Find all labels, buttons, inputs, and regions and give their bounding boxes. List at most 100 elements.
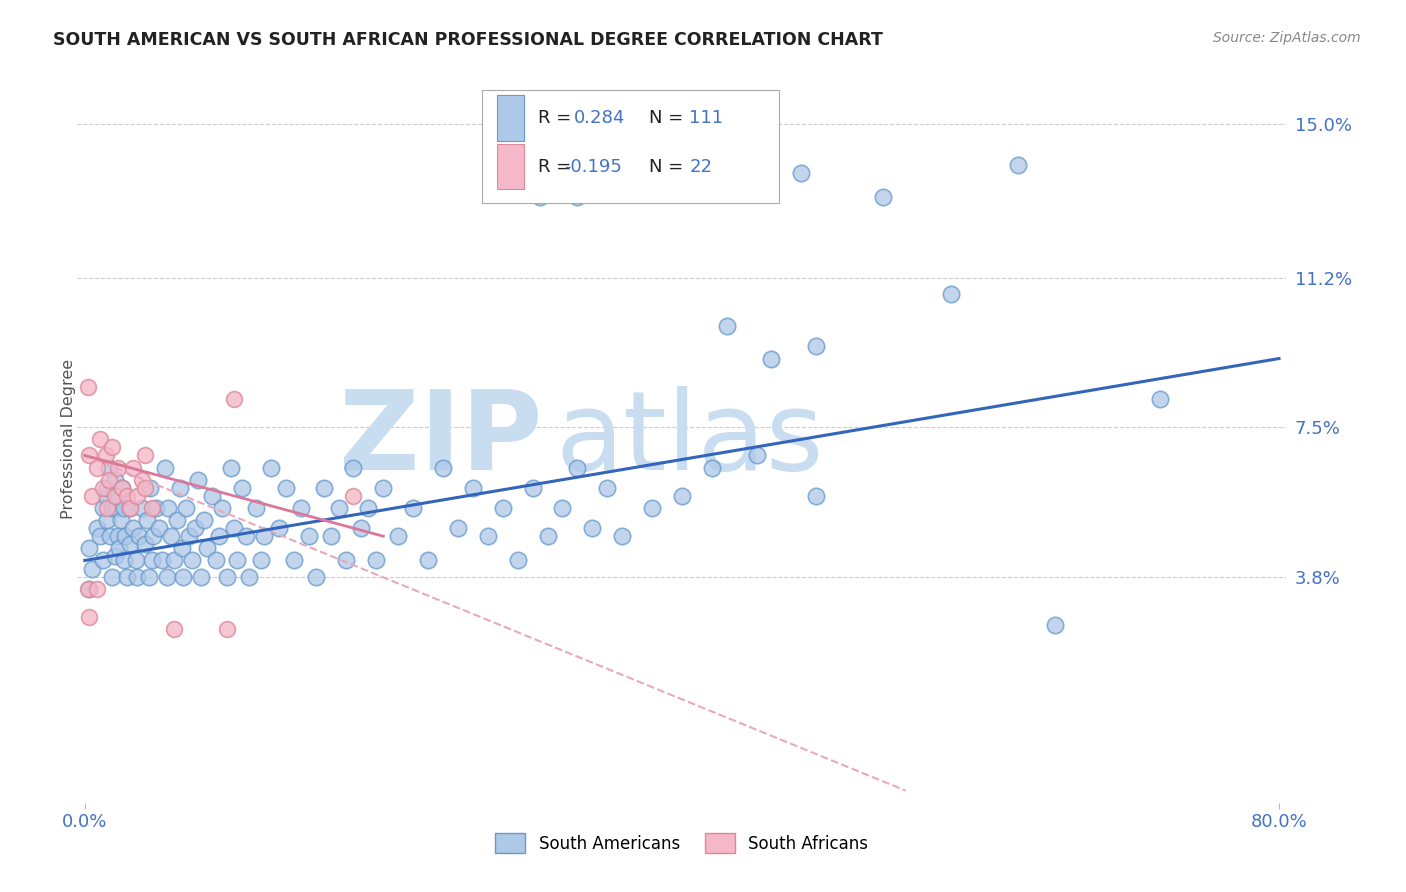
FancyBboxPatch shape [496, 95, 523, 141]
Point [342, 489, 364, 503]
Point [190, 569, 212, 583]
Point [208, 529, 231, 543]
Point [551, 500, 574, 515]
Point [235, 529, 257, 543]
Point [283, 553, 305, 567]
Point [98, 529, 121, 543]
Point [745, 449, 768, 463]
Point [1149, 392, 1171, 406]
Point [529, 190, 551, 204]
Point [267, 521, 290, 535]
Point [104, 549, 127, 564]
Point [447, 521, 470, 535]
Point [76, 582, 98, 596]
Point [328, 500, 350, 515]
Point [131, 473, 153, 487]
Text: N =: N = [650, 158, 689, 176]
Point [108, 541, 131, 556]
Point [872, 190, 894, 204]
Point [806, 339, 828, 353]
Point [82, 561, 104, 575]
Point [94, 449, 117, 463]
Point [156, 569, 179, 583]
Point [245, 500, 267, 515]
Point [201, 489, 224, 503]
Point [118, 537, 141, 551]
Point [290, 500, 312, 515]
Point [357, 500, 380, 515]
Point [139, 481, 162, 495]
Point [181, 553, 204, 567]
Point [305, 569, 328, 583]
Point [806, 489, 828, 503]
Text: Source: ZipAtlas.com: Source: ZipAtlas.com [1213, 31, 1361, 45]
FancyBboxPatch shape [482, 90, 779, 203]
Point [115, 489, 138, 503]
Point [91, 481, 114, 495]
Point [104, 473, 127, 487]
Point [222, 392, 245, 406]
Point [671, 489, 693, 503]
Point [141, 553, 163, 567]
Text: 0.284: 0.284 [574, 109, 626, 127]
Point [477, 529, 499, 543]
Point [77, 610, 100, 624]
Point [152, 553, 174, 567]
Point [100, 441, 122, 455]
FancyBboxPatch shape [496, 145, 523, 189]
Point [163, 553, 186, 567]
Point [319, 529, 342, 543]
Point [82, 489, 104, 503]
Point [238, 569, 260, 583]
Point [86, 582, 108, 596]
Point [176, 500, 198, 515]
Point [121, 521, 143, 535]
Point [121, 460, 143, 475]
Point [373, 481, 395, 495]
Point [134, 537, 156, 551]
Point [219, 460, 242, 475]
Point [97, 473, 120, 487]
Point [253, 529, 276, 543]
Point [118, 500, 141, 515]
Point [100, 500, 122, 515]
Point [342, 460, 364, 475]
Point [522, 481, 544, 495]
Point [536, 529, 558, 543]
Point [231, 481, 253, 495]
Point [492, 500, 515, 515]
Point [215, 622, 238, 636]
Point [581, 521, 603, 535]
Point [700, 460, 723, 475]
Point [96, 513, 118, 527]
Text: atlas: atlas [555, 386, 824, 492]
Point [387, 529, 409, 543]
Point [716, 319, 738, 334]
Point [260, 460, 283, 475]
Text: SOUTH AMERICAN VS SOUTH AFRICAN PROFESSIONAL DEGREE CORRELATION CHART: SOUTH AMERICAN VS SOUTH AFRICAN PROFESSI… [53, 31, 883, 49]
Point [506, 553, 529, 567]
Point [169, 481, 191, 495]
Point [77, 541, 100, 556]
Point [91, 500, 114, 515]
Point [567, 460, 589, 475]
Point [418, 553, 440, 567]
Point [107, 529, 129, 543]
Point [641, 500, 664, 515]
Point [195, 541, 218, 556]
Point [97, 460, 120, 475]
Point [125, 569, 148, 583]
Point [142, 529, 165, 543]
Point [1043, 618, 1066, 632]
Point [96, 481, 118, 495]
Point [94, 489, 117, 503]
Point [114, 529, 136, 543]
Point [131, 500, 153, 515]
Point [226, 553, 249, 567]
Point [77, 582, 100, 596]
Point [461, 481, 484, 495]
Point [402, 500, 425, 515]
Point [298, 529, 321, 543]
Point [107, 460, 129, 475]
Point [596, 481, 619, 495]
